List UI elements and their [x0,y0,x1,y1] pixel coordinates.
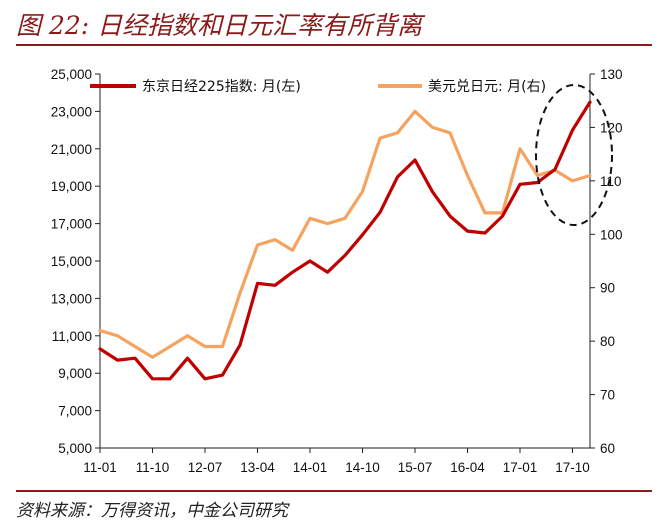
divergence-annotation-ellipse [535,84,613,226]
left-axis-tick-label: 9,000 [58,366,92,381]
left-axis-tick-label: 15,000 [51,254,92,269]
x-axis-tick-label: 14-01 [293,460,328,475]
right-axis-tick-label: 130 [600,67,623,82]
left-axis-tick-label: 25,000 [51,67,92,82]
chart-series [98,100,592,381]
right-axis-tick-label: 100 [600,227,623,242]
left-axis-tick-label: 13,000 [51,291,92,306]
left-axis-tick-label: 7,000 [58,404,92,419]
right-axis-tick-label: 120 [600,120,623,135]
right-axis-tick-label: 80 [600,334,615,349]
left-axis-tick-label: 5,000 [58,441,92,456]
x-axis-tick-label: 16-04 [450,460,485,475]
legend-label-nikkei: 东京日经225指数: 月(左) [142,79,301,95]
title-rule [16,44,652,46]
x-axis-tick-label: 12-07 [188,460,223,475]
x-axis-tick-label: 17-01 [503,460,538,475]
x-axis-tick-label: 11-10 [136,460,170,475]
x-axis-tick-label: 15-07 [398,460,433,475]
source-rule [16,490,652,492]
right-axis-tick-label: 60 [600,441,615,456]
x-axis-tick-label: 17-10 [555,460,590,475]
legend-label-usdjpy: 美元兑日元: 月(右) [428,79,546,95]
left-axis-tick-label: 23,000 [51,104,92,119]
chart-axes: 5,000 7,000 9,000 11,000 13,000 15,000 17,000 1… [51,67,623,475]
left-axis-tick-label: 19,000 [51,179,92,194]
right-axis-tick-label: 70 [600,388,615,403]
source-note: 资料来源：万得资讯，中金公司研究 [16,501,288,521]
right-axis-tick-label: 90 [600,281,615,296]
figure-title: 图 22: 日经指数和日元汇率有所背离 [16,11,423,40]
chart-legend: 东京日经225指数: 月(左) 美元兑日元: 月(右) [90,79,546,95]
series-line-nikkei [98,100,592,381]
x-axis-tick-label: 11-01 [83,460,117,475]
left-axis-tick-label: 11,000 [52,329,92,344]
left-axis-tick-label: 21,000 [51,142,92,157]
x-axis-tick-label: 14-10 [345,460,380,475]
left-axis-tick-label: 17,000 [51,217,92,232]
right-axis-tick-label: 110 [600,174,622,189]
x-axis-tick-label: 13-04 [240,460,275,475]
series-line-usdjpy [98,109,592,359]
